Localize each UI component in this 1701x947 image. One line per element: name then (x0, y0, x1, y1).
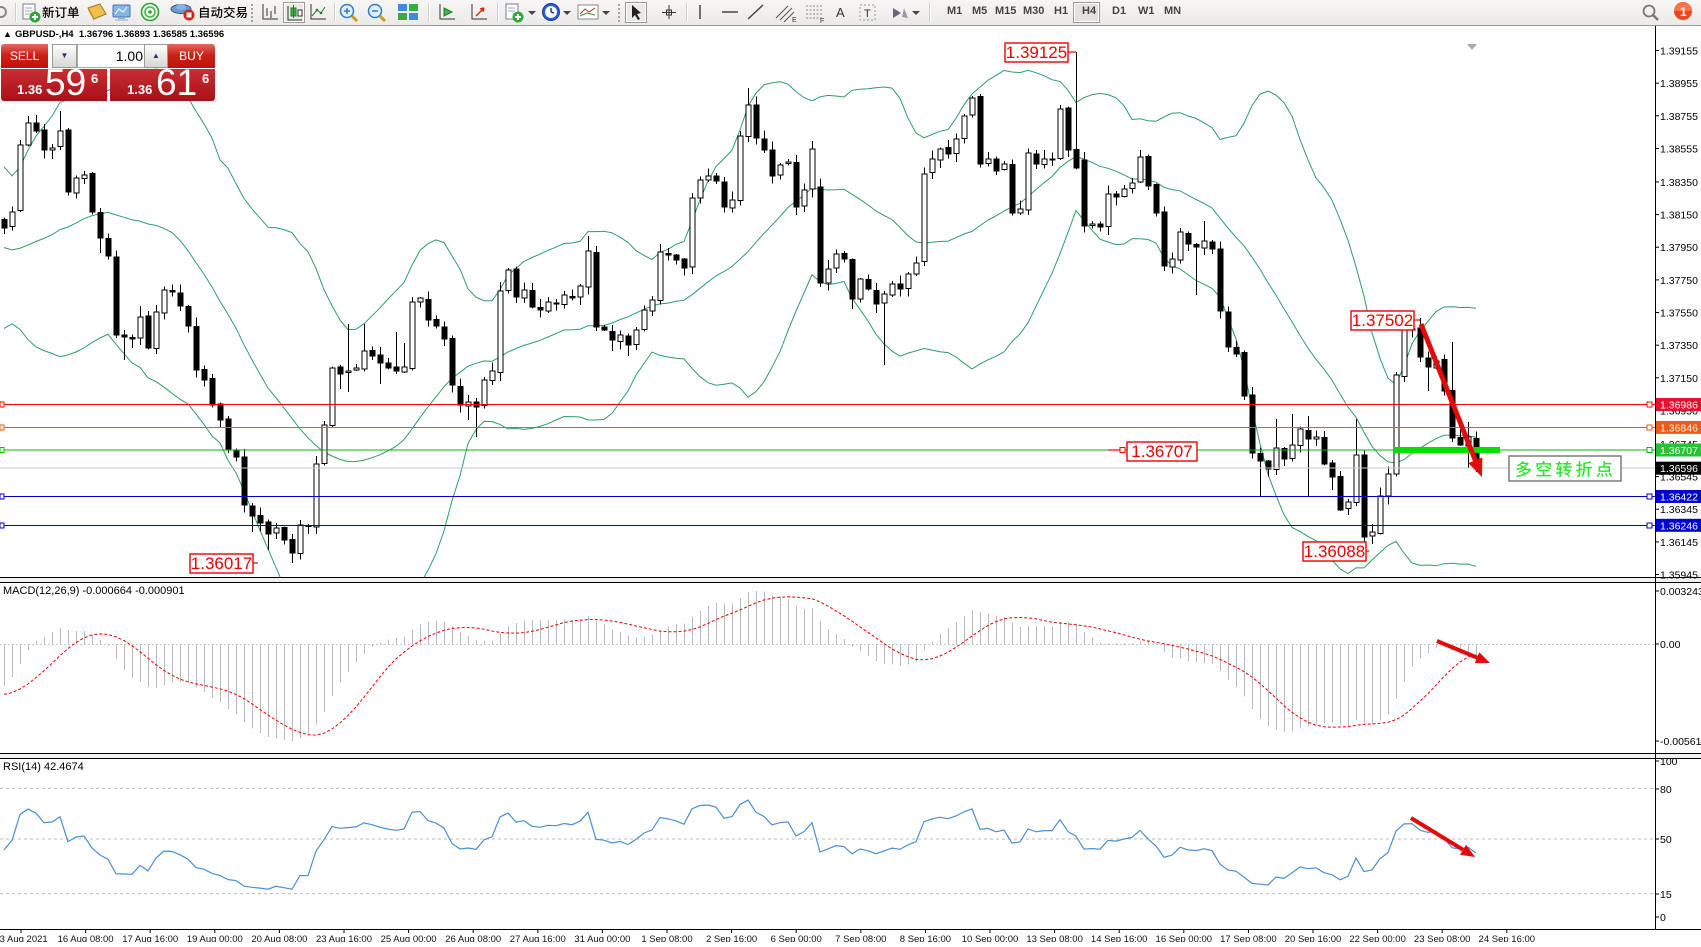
svg-text:1.36846: 1.36846 (1660, 422, 1698, 434)
svg-text:24 Sep 16:00: 24 Sep 16:00 (1479, 934, 1536, 942)
svg-text:E: E (792, 17, 797, 24)
svg-text:MACD(12,26,9) -0.000664 -0.000: MACD(12,26,9) -0.000664 -0.000901 (3, 585, 185, 597)
svg-text:15: 15 (1660, 889, 1672, 901)
svg-text:7 Sep 08:00: 7 Sep 08:00 (835, 934, 886, 942)
svg-text:2 Sep 16:00: 2 Sep 16:00 (706, 934, 757, 942)
svg-text:1.36246: 1.36246 (1660, 520, 1698, 532)
svg-text:20 Sep 16:00: 20 Sep 16:00 (1285, 934, 1342, 942)
svg-text:16 Sep 00:00: 16 Sep 00:00 (1156, 934, 1213, 942)
svg-text:19 Aug 00:00: 19 Aug 00:00 (187, 934, 243, 942)
svg-text:1.38555: 1.38555 (1660, 144, 1698, 156)
svg-text:0.00: 0.00 (1660, 639, 1681, 651)
svg-text:1.35945: 1.35945 (1660, 570, 1698, 582)
svg-text:1.36707: 1.36707 (1131, 442, 1192, 461)
svg-text:1.37550: 1.37550 (1660, 308, 1698, 320)
svg-text:A: A (836, 5, 845, 20)
svg-text:31 Aug 00:00: 31 Aug 00:00 (574, 934, 630, 942)
svg-text:RSI(14) 42.4674: RSI(14) 42.4674 (3, 761, 84, 773)
svg-text:23 Sep 08:00: 23 Sep 08:00 (1414, 934, 1471, 942)
svg-text:T: T (864, 8, 871, 20)
svg-text:1.36088: 1.36088 (1304, 542, 1365, 561)
svg-text:1.38350: 1.38350 (1660, 177, 1698, 189)
svg-text:0.003243: 0.003243 (1660, 586, 1701, 598)
svg-text:1.37350: 1.37350 (1660, 340, 1698, 352)
svg-text:100: 100 (1660, 756, 1678, 768)
svg-text:0: 0 (1660, 912, 1666, 924)
svg-text:13 Aug 2021: 13 Aug 2021 (0, 934, 48, 942)
svg-text:F: F (820, 18, 824, 25)
svg-text:1.39155: 1.39155 (1660, 46, 1698, 58)
svg-text:17 Aug 16:00: 17 Aug 16:00 (122, 934, 178, 942)
svg-text:1: 1 (1680, 5, 1687, 19)
svg-text:-0.005616: -0.005616 (1660, 736, 1701, 748)
svg-text:1.38150: 1.38150 (1660, 210, 1698, 222)
svg-text:50: 50 (1660, 834, 1672, 846)
svg-text:1.36422: 1.36422 (1660, 492, 1698, 504)
svg-text:1.38755: 1.38755 (1660, 111, 1698, 123)
svg-text:13 Sep 08:00: 13 Sep 08:00 (1026, 934, 1083, 942)
svg-text:1.37950: 1.37950 (1660, 242, 1698, 254)
svg-text:1.39125: 1.39125 (1006, 43, 1067, 62)
svg-text:25 Aug 00:00: 25 Aug 00:00 (381, 934, 437, 942)
svg-text:17 Sep 08:00: 17 Sep 08:00 (1220, 934, 1277, 942)
svg-text:1.37150: 1.37150 (1660, 373, 1698, 385)
svg-text:80: 80 (1660, 784, 1672, 796)
svg-text:22 Sep 00:00: 22 Sep 00:00 (1349, 934, 1406, 942)
svg-text:1.36986: 1.36986 (1660, 400, 1698, 412)
svg-text:14 Sep 16:00: 14 Sep 16:00 (1091, 934, 1148, 942)
svg-text:GBPUSD-,H4 1.36796 1.36893 1.: GBPUSD-,H4 1.36796 1.36893 1.36585 1.365… (15, 29, 224, 40)
svg-text:6 Sep 00:00: 6 Sep 00:00 (771, 934, 822, 942)
svg-text:▲: ▲ (3, 29, 12, 39)
svg-text:16 Aug 08:00: 16 Aug 08:00 (58, 934, 114, 942)
svg-text:1.36596: 1.36596 (1660, 463, 1698, 475)
svg-text:10 Sep 00:00: 10 Sep 00:00 (962, 934, 1019, 942)
svg-text:8 Sep 16:00: 8 Sep 16:00 (900, 934, 951, 942)
svg-text:1.36145: 1.36145 (1660, 537, 1698, 549)
svg-text:1 Sep 08:00: 1 Sep 08:00 (641, 934, 692, 942)
svg-text:1.36707: 1.36707 (1660, 445, 1698, 457)
svg-text:26 Aug 08:00: 26 Aug 08:00 (445, 934, 501, 942)
svg-text:23 Aug 16:00: 23 Aug 16:00 (316, 934, 372, 942)
svg-text:20 Aug 08:00: 20 Aug 08:00 (251, 934, 307, 942)
svg-text:1.37750: 1.37750 (1660, 275, 1698, 287)
svg-text:1.37502: 1.37502 (1352, 311, 1413, 330)
svg-text:1.38955: 1.38955 (1660, 78, 1698, 90)
svg-text:1.36017: 1.36017 (191, 554, 252, 573)
svg-text:27 Aug 16:00: 27 Aug 16:00 (510, 934, 566, 942)
svg-text:1.36345: 1.36345 (1660, 504, 1698, 516)
